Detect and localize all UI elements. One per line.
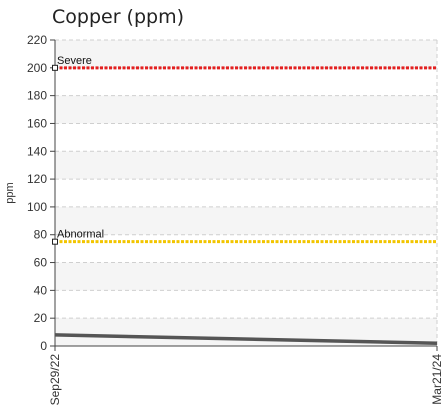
y-tick-label: 100 [27, 200, 47, 214]
threshold-label-abnormal: Abnormal [57, 229, 104, 241]
y-tick-labels: 0 20 40 60 80 100 120 140 160 180 200 220 [27, 33, 47, 353]
y-tick-label: 140 [27, 144, 47, 158]
y-tick-label: 40 [34, 283, 48, 297]
y-tick-label: 80 [34, 228, 48, 242]
x-tick-labels: Sep29/22 Mar21/24 [48, 354, 444, 406]
threshold-marker [52, 238, 58, 245]
y-tick-label: 180 [27, 89, 47, 103]
background-band [55, 40, 437, 68]
y-tick-label: 120 [27, 172, 47, 186]
y-tick-label: 160 [27, 116, 47, 130]
data-series [54, 333, 438, 345]
x-tick-label: Mar21/24 [430, 354, 444, 405]
axes [50, 39, 438, 351]
y-axis-label: ppm [4, 182, 16, 203]
background-band [55, 206, 437, 235]
series-line [54, 333, 438, 345]
x-tick-label: Sep29/22 [48, 354, 62, 406]
y-tick-label: 200 [27, 61, 47, 75]
background-bands [55, 40, 437, 346]
y-tick-label: 60 [34, 256, 48, 270]
threshold-label-severe: Severe [57, 55, 92, 67]
chart-title: Copper (ppm) [52, 6, 185, 28]
y-tick-label: 20 [34, 311, 48, 325]
y-tick-label: 0 [40, 339, 47, 353]
gridlines [55, 39, 438, 346]
threshold-lines: Severe Abnormal [52, 55, 437, 245]
threshold-marker [52, 64, 58, 71]
background-band [55, 151, 437, 180]
background-band [55, 262, 437, 291]
y-tick-label: 220 [27, 33, 47, 47]
background-band [55, 95, 437, 124]
